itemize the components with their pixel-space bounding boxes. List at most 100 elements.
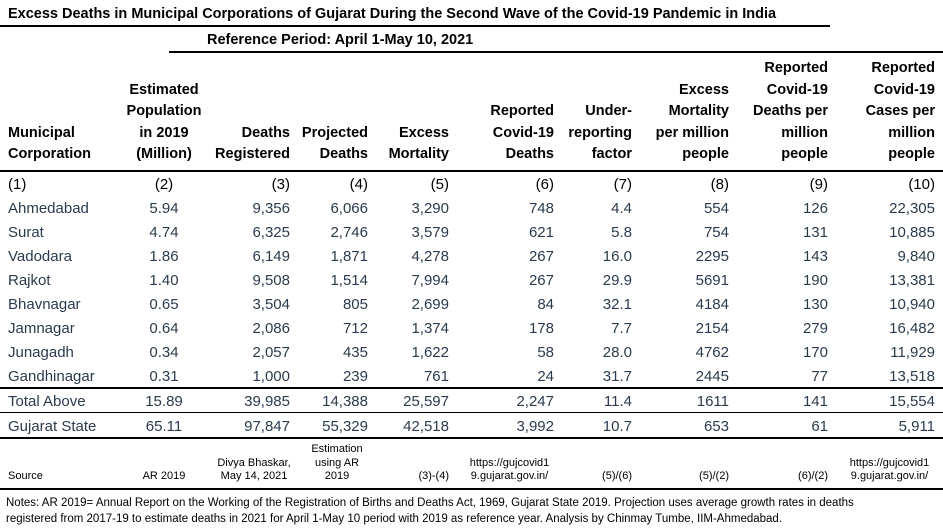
column-header-row: Municipal Corporation Estimated Populatio… <box>0 58 943 172</box>
cell: 10.7 <box>562 411 640 439</box>
cell: 4,278 <box>411 247 449 265</box>
column-number: (1) <box>8 175 27 193</box>
source-cell: (3)-(4) <box>376 437 457 490</box>
cell: 4.4 <box>611 199 632 217</box>
cell: 28.0 <box>602 343 632 361</box>
cell: 1611 <box>640 386 737 412</box>
column-number: (8) <box>710 175 729 193</box>
excess-deaths-table: Municipal Corporation Estimated Populatio… <box>0 58 943 490</box>
cell: 3,579 <box>411 223 449 241</box>
cell: 6,325 <box>252 223 290 241</box>
cell: 1,871 <box>330 247 368 265</box>
cell: 31.7 <box>602 367 632 385</box>
row-label: Bhavnagar <box>8 295 81 313</box>
cell: 5.94 <box>149 199 179 217</box>
cell: 2,699 <box>411 295 449 313</box>
column-header: Excess Mortality per million people <box>640 58 737 172</box>
table-row: Ahmedabad 5.94 9,356 6,066 3,290 748 4.4 554 126… <box>0 195 943 219</box>
table-body: (1) (2) (3) (4) (5) (6) (7) (8) (9) (10) Ahmedabad… <box>0 171 943 490</box>
column-number: (5) <box>430 175 449 193</box>
cell: 65.11 <box>118 411 210 439</box>
column-header: Reported Covid-19 Cases per million peop… <box>836 58 943 172</box>
cell: 131 <box>802 223 828 241</box>
table-row: Junagadh 0.34 2,057 435 1,622 58 28.0 4762 170 11… <box>0 339 943 363</box>
cell: 2154 <box>695 319 729 337</box>
cell: 32.1 <box>602 295 632 313</box>
source-cell: Estimation using AR 2019 <box>298 437 376 490</box>
cell: 13,381 <box>889 271 935 289</box>
row-label: Vadodara <box>8 247 72 265</box>
cell: 1,622 <box>411 343 449 361</box>
cell: 10,940 <box>889 295 935 313</box>
column-number: (3) <box>271 175 290 193</box>
column-number: (7) <box>613 175 632 193</box>
column-header: Deaths Registered <box>210 58 298 172</box>
cell: 29.9 <box>602 271 632 289</box>
cell: 3,504 <box>252 295 290 313</box>
cell: 2,086 <box>252 319 290 337</box>
column-header: Projected Deaths <box>298 58 376 172</box>
total-above-row: Total Above 15.89 39,985 14,388 25,597 2,247 1… <box>0 386 943 412</box>
source-cell: (6)/(2) <box>737 437 836 490</box>
cell: 11.4 <box>562 386 640 412</box>
cell: 653 <box>640 411 737 439</box>
cell: 42,518 <box>376 411 457 439</box>
source-cell: AR 2019 <box>118 437 210 490</box>
column-number: (2) <box>154 175 174 193</box>
cell: 14,388 <box>298 386 376 412</box>
cell: 55,329 <box>298 411 376 439</box>
table-row: Gandhinagar 0.31 1,000 239 761 24 31.7 2445 77 13… <box>0 363 943 388</box>
cell: 61 <box>737 411 836 439</box>
cell: 7.7 <box>611 319 632 337</box>
row-label: Gujarat State <box>0 411 118 439</box>
cell: 2,057 <box>252 343 290 361</box>
cell: 712 <box>342 319 368 337</box>
column-number: (6) <box>535 175 554 193</box>
cell: 4.74 <box>149 223 179 241</box>
cell: 126 <box>802 199 828 217</box>
cell: 39,985 <box>210 386 298 412</box>
column-header: Estimated Population in 2019 (Million) <box>118 58 210 172</box>
cell: 0.64 <box>149 319 179 337</box>
cell: 7,994 <box>411 271 449 289</box>
cell: 6,066 <box>330 199 368 217</box>
column-number: (10) <box>908 175 935 193</box>
source-cell: Divya Bhaskar, May 14, 2021 <box>210 437 298 490</box>
table-row: Bhavnagar 0.65 3,504 805 2,699 84 32.1 4184 130 1… <box>0 291 943 315</box>
cell: 16,482 <box>889 319 935 337</box>
cell: 1.40 <box>149 271 179 289</box>
cell: 22,305 <box>889 199 935 217</box>
cell: 2,746 <box>330 223 368 241</box>
cell: 141 <box>737 386 836 412</box>
row-label: Ahmedabad <box>8 199 89 217</box>
gujarat-state-row: Gujarat State 65.11 97,847 55,329 42,518 3,99… <box>0 411 943 439</box>
cell: 761 <box>423 367 449 385</box>
row-label: Gandhinagar <box>8 367 95 385</box>
source-cell: https://gujcovid1 9.gujarat.gov.in/ <box>836 437 943 490</box>
column-header: Under- reporting factor <box>562 58 640 172</box>
cell: 143 <box>802 247 828 265</box>
table-row: Surat 4.74 6,325 2,746 3,579 621 5.8 754 131 10,8… <box>0 219 943 243</box>
cell: 2295 <box>695 247 729 265</box>
cell: 0.31 <box>149 367 179 385</box>
source-row: Source AR 2019 Divya Bhaskar, May 14, 2021… <box>0 437 943 490</box>
column-number: (4) <box>349 175 368 193</box>
column-header: Excess Mortality <box>376 58 457 172</box>
cell: 2,247 <box>457 386 562 412</box>
cell: 77 <box>811 367 828 385</box>
cell: 15,554 <box>836 386 943 412</box>
column-header: Reported Covid-19 Deaths per million peo… <box>737 58 836 172</box>
cell: 754 <box>703 223 729 241</box>
cell: 4762 <box>695 343 729 361</box>
cell: 0.34 <box>149 343 179 361</box>
cell: 5.8 <box>611 223 632 241</box>
table-header: Municipal Corporation Estimated Populatio… <box>0 58 943 172</box>
cell: 190 <box>802 271 828 289</box>
cell: 267 <box>528 247 554 265</box>
row-label: Rajkot <box>8 271 51 289</box>
cell: 5691 <box>695 271 729 289</box>
row-label: Junagadh <box>8 343 74 361</box>
row-label: Total Above <box>0 386 118 412</box>
page-title: Excess Deaths in Municipal Corporations … <box>0 0 830 27</box>
